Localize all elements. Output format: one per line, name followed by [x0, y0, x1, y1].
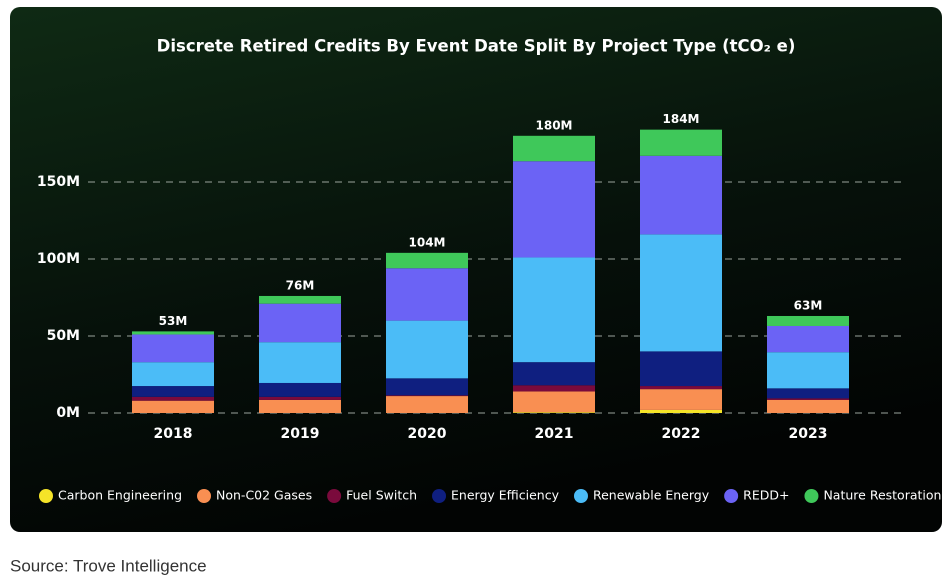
- bar-segment: [132, 400, 214, 413]
- x-tick-label: 2021: [535, 426, 574, 442]
- bar-segment: [513, 412, 595, 413]
- legend-swatch: [573, 489, 588, 503]
- bar-segment: [640, 409, 722, 413]
- bar-segment: [259, 295, 341, 304]
- bar-segment: [132, 331, 214, 335]
- bar-segment: [640, 389, 722, 410]
- bar-segment: [767, 315, 849, 326]
- bar-segment: [767, 352, 849, 389]
- bar-segment: [386, 320, 468, 379]
- bar-segment: [386, 252, 468, 269]
- legend-label: Fuel Switch: [346, 488, 417, 503]
- legend-swatch: [197, 489, 212, 503]
- source: Source: Trove Intelligence: [10, 556, 207, 575]
- x-tick-label: 2023: [789, 426, 828, 442]
- x-tick-label: 2018: [154, 426, 193, 442]
- legend-swatch: [327, 489, 342, 503]
- legend-label: Carbon Engineering: [58, 488, 182, 503]
- bar-segment: [132, 334, 214, 363]
- legend-label: Renewable Energy: [593, 488, 710, 503]
- legend-swatch: [432, 489, 447, 503]
- bar-segment: [767, 399, 849, 413]
- bar-segment: [513, 391, 595, 413]
- bar-segment: [513, 135, 595, 162]
- chart-title: Discrete Retired Credits By Event Date S…: [157, 37, 796, 56]
- total-label: 180M: [536, 118, 573, 132]
- bar-segment: [640, 351, 722, 387]
- legend-label: Energy Efficiency: [451, 488, 560, 503]
- bar-segment: [132, 362, 214, 387]
- legend-label: Nature Restoration: [823, 488, 941, 503]
- x-tick-label: 2020: [408, 426, 447, 442]
- bar-segment: [386, 396, 468, 413]
- bar-segment: [640, 129, 722, 156]
- bar-segment: [259, 303, 341, 343]
- bar-segment: [767, 398, 849, 400]
- y-tick-label: 50M: [47, 328, 80, 344]
- total-label: 63M: [794, 298, 823, 312]
- legend-swatch: [39, 489, 53, 503]
- total-label: 184M: [663, 112, 700, 126]
- bar-segment: [259, 399, 341, 413]
- legend-label: Non-C02 Gases: [216, 488, 312, 503]
- bar-segment: [259, 382, 341, 397]
- bar-segment: [132, 386, 214, 397]
- bar-segment: [132, 396, 214, 401]
- bar-segment: [386, 395, 468, 397]
- bar-segment: [767, 325, 849, 353]
- bar-segment: [767, 388, 849, 399]
- y-tick-label: 100M: [37, 251, 80, 267]
- bar-segment: [513, 385, 595, 392]
- bar-segment: [386, 378, 468, 396]
- total-label: 76M: [286, 278, 315, 292]
- y-tick-label: 0M: [56, 405, 80, 421]
- bar-segment: [513, 362, 595, 386]
- y-tick-label: 150M: [37, 174, 80, 190]
- x-tick-label: 2019: [281, 426, 320, 442]
- legend-swatch: [804, 489, 819, 503]
- bar-segment: [386, 268, 468, 321]
- total-label: 53M: [159, 314, 188, 328]
- card: [10, 7, 942, 532]
- total-label: 104M: [409, 235, 446, 249]
- bar-segment: [513, 161, 595, 258]
- legend-label: REDD+: [743, 488, 789, 503]
- x-tick-label: 2022: [662, 426, 701, 442]
- bar-segment: [513, 257, 595, 363]
- bar-segment: [640, 386, 722, 390]
- bar-segment: [640, 234, 722, 352]
- bar-segment: [259, 396, 341, 400]
- legend-swatch: [724, 489, 739, 503]
- bar-segment: [640, 155, 722, 235]
- bar-segment: [259, 342, 341, 383]
